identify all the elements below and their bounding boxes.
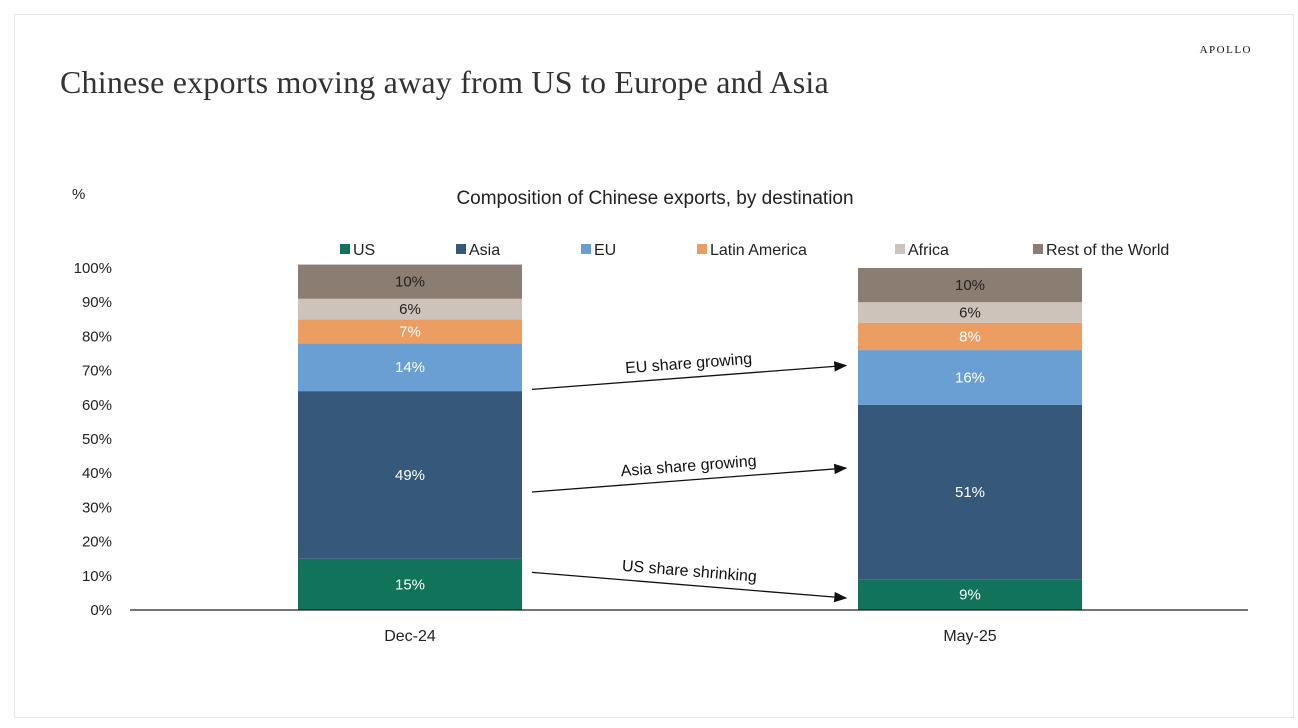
data-label: 10%: [395, 274, 425, 291]
data-label: 15%: [395, 576, 425, 593]
brand-logo-text: APOLLO: [1199, 44, 1252, 56]
bar-segment-latin-america: [858, 322, 1082, 351]
y-tick-label: 10%: [82, 568, 112, 585]
bar-segment-africa: [298, 298, 522, 320]
chart-title: Composition of Chinese exports, by desti…: [456, 188, 853, 209]
legend-label: Latin America: [710, 242, 807, 259]
y-tick-label: 80%: [82, 328, 112, 345]
annotation-label: EU share growing: [625, 351, 753, 378]
y-tick-label: 40%: [82, 465, 112, 482]
legend-label: Asia: [469, 242, 500, 259]
data-label: 9%: [959, 587, 981, 604]
y-tick-label: 90%: [82, 294, 112, 311]
annotation-arrow: [531, 361, 848, 391]
y-tick-label: 100%: [74, 260, 112, 277]
legend-swatch-us: [340, 244, 350, 254]
y-tick-label: 0%: [90, 602, 112, 619]
data-label: 14%: [395, 359, 425, 376]
data-label: 7%: [399, 323, 421, 340]
data-label: 6%: [399, 301, 421, 318]
bar-segment-eu: [858, 350, 1082, 405]
bar-segment-us: [298, 558, 522, 610]
page-title: Chinese exports moving away from US to E…: [60, 64, 829, 100]
data-label: 16%: [955, 369, 985, 386]
data-label: 6%: [959, 304, 981, 321]
legend-swatch-asia: [456, 244, 466, 254]
y-tick-label: 70%: [82, 363, 112, 380]
data-label: 49%: [395, 467, 425, 484]
legend-swatch-rest-of-the-world: [1033, 244, 1043, 254]
y-tick-label: 60%: [82, 397, 112, 414]
y-tick-label: 50%: [82, 431, 112, 448]
y-tick-label: 20%: [82, 534, 112, 551]
data-label: 51%: [955, 484, 985, 501]
legend-label: Africa: [908, 242, 949, 259]
bar-segment-asia: [858, 404, 1082, 580]
y-tick-label: 30%: [82, 499, 112, 516]
bar-segment-rest-of-the-world: [298, 264, 522, 299]
data-label: 8%: [959, 328, 981, 345]
bar-segment-eu: [298, 343, 522, 392]
bar-segment-us: [858, 579, 1082, 610]
legend-swatch-latin-america: [697, 244, 707, 254]
legend-label: Rest of the World: [1046, 242, 1169, 259]
y-axis-unit-label: %: [72, 186, 85, 203]
bar-segment-asia: [298, 391, 522, 559]
x-tick-label: Dec-24: [384, 628, 436, 645]
legend-swatch-africa: [895, 244, 905, 254]
annotation-arrow: [531, 463, 848, 493]
legend-swatch-eu: [581, 244, 591, 254]
bar-segment-africa: [858, 302, 1082, 323]
x-tick-label: May-25: [943, 628, 996, 645]
data-label: 10%: [955, 277, 985, 294]
annotation-arrow: [531, 571, 848, 603]
legend-label: US: [353, 242, 375, 259]
bar-segment-latin-america: [298, 319, 522, 344]
legend-label: EU: [594, 242, 616, 259]
bar-segment-rest-of-the-world: [858, 268, 1082, 303]
